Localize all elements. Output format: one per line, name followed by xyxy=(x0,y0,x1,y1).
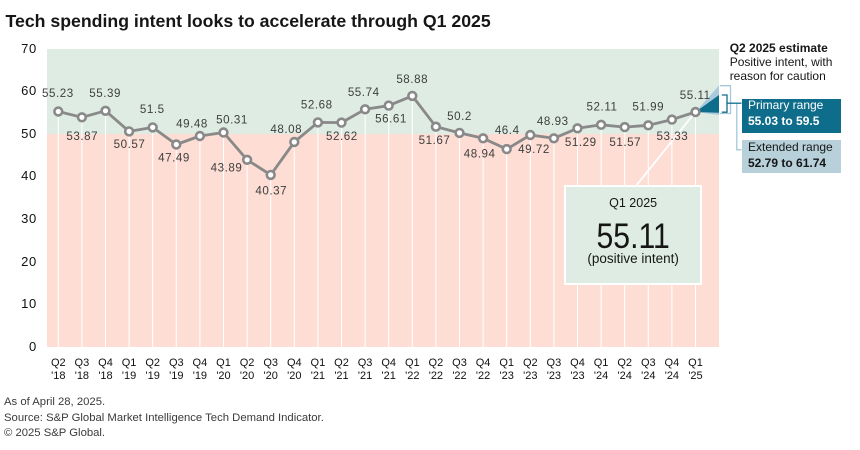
svg-text:58.88: 58.88 xyxy=(396,73,428,86)
svg-text:49.48: 49.48 xyxy=(176,117,208,130)
svg-text:52.62: 52.62 xyxy=(326,130,358,143)
svg-text:50.31: 50.31 xyxy=(216,114,248,127)
svg-text:48.08: 48.08 xyxy=(270,123,302,136)
svg-text:55.39: 55.39 xyxy=(89,87,121,100)
svg-text:53.33: 53.33 xyxy=(657,130,689,143)
svg-text:48.93: 48.93 xyxy=(537,115,569,128)
svg-text:43.89: 43.89 xyxy=(211,162,243,175)
svg-text:52.68: 52.68 xyxy=(301,98,333,111)
svg-text:55.74: 55.74 xyxy=(348,86,380,99)
svg-text:55.11: 55.11 xyxy=(680,89,711,102)
svg-text:53.87: 53.87 xyxy=(66,130,98,143)
svg-text:51.99: 51.99 xyxy=(632,101,664,114)
svg-text:51.5: 51.5 xyxy=(140,103,165,116)
svg-text:40.37: 40.37 xyxy=(255,184,287,197)
svg-text:48.94: 48.94 xyxy=(464,148,496,161)
svg-text:46.4: 46.4 xyxy=(495,124,520,137)
svg-text:51.57: 51.57 xyxy=(609,136,641,149)
svg-text:51.67: 51.67 xyxy=(419,134,451,147)
svg-text:47.49: 47.49 xyxy=(158,151,190,164)
svg-text:50.2: 50.2 xyxy=(447,110,472,123)
svg-text:56.61: 56.61 xyxy=(375,113,407,126)
svg-text:50.57: 50.57 xyxy=(114,138,146,151)
svg-text:49.72: 49.72 xyxy=(518,143,550,156)
svg-text:55.23: 55.23 xyxy=(42,87,74,100)
svg-text:52.11: 52.11 xyxy=(587,101,618,114)
svg-text:51.29: 51.29 xyxy=(565,136,597,149)
